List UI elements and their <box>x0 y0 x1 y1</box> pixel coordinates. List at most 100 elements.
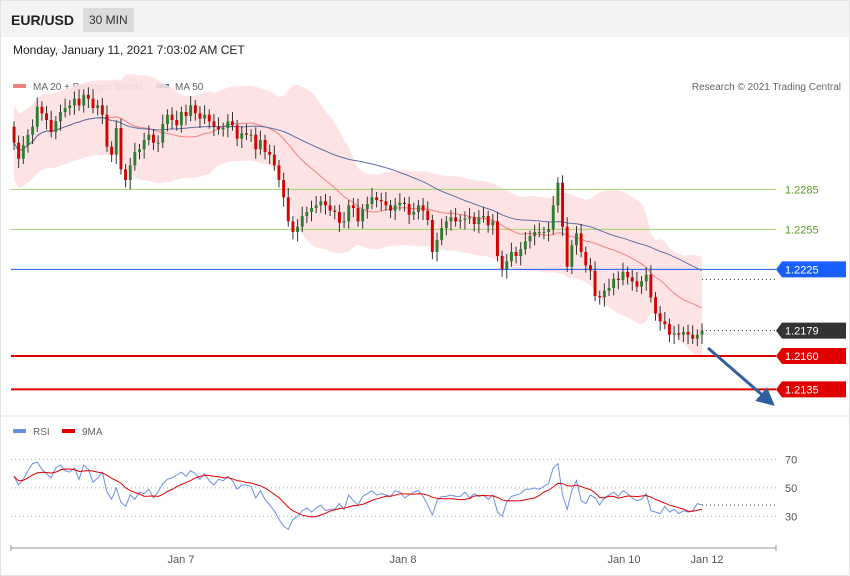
candle-body <box>342 221 346 223</box>
candle-body <box>184 112 188 116</box>
candle-body <box>375 197 379 200</box>
copyright-text: Research © 2021 Trading Central <box>692 82 841 93</box>
candle-body <box>491 221 495 226</box>
candle-body <box>584 252 588 266</box>
rsi-tick-label: 70 <box>785 454 797 466</box>
candle-body <box>207 114 211 122</box>
candle-body <box>658 313 662 322</box>
candle-body <box>533 232 537 236</box>
symbol-label: EUR/USD <box>11 12 75 28</box>
candle-body <box>268 152 272 155</box>
rsi-line <box>13 461 703 531</box>
candle-body <box>258 140 262 150</box>
candle-body <box>570 245 574 267</box>
candle-body <box>607 288 611 291</box>
level-label: 1.2225 <box>785 264 819 276</box>
candle-body <box>403 202 406 204</box>
candle-body <box>314 205 318 208</box>
candle-body <box>170 114 174 120</box>
candle-body <box>59 112 62 122</box>
candle-body <box>426 210 430 220</box>
candle-body <box>300 216 304 227</box>
candle-body <box>514 252 518 256</box>
candle-body <box>449 217 453 222</box>
level-label: 1.2179 <box>785 326 819 338</box>
level-label: 1.2160 <box>785 351 819 363</box>
candle-body <box>142 140 146 150</box>
candle-body <box>579 233 583 252</box>
candle-body <box>356 208 360 222</box>
x-tick-label: Jan 7 <box>168 554 195 566</box>
candle-body <box>138 149 141 152</box>
candle-body <box>398 202 402 206</box>
candle-body <box>128 165 132 180</box>
candle-body <box>152 134 155 143</box>
candle-body <box>458 220 462 222</box>
candle-body <box>319 201 323 206</box>
level-label: 1.2135 <box>785 384 819 396</box>
candle-body <box>686 332 690 335</box>
candle-body <box>245 133 248 135</box>
candle-body <box>35 106 39 127</box>
candle-body <box>324 201 327 206</box>
candle-body <box>63 108 67 112</box>
candle-body <box>528 236 532 242</box>
candle-body <box>82 94 86 106</box>
candle-body <box>556 182 560 206</box>
candle-body <box>644 274 648 282</box>
candle-body <box>54 121 58 132</box>
timeframe-button[interactable]: 30 MIN <box>83 8 134 32</box>
x-axis-labels: Jan 7 Jan 8 Jan 10 Jan 12 <box>168 554 724 566</box>
candle-body <box>226 121 230 128</box>
candle-body <box>203 114 207 119</box>
candle-body <box>510 252 513 262</box>
level-label: 1.2255 <box>785 224 819 236</box>
candle-body <box>468 217 471 219</box>
candle-body <box>40 106 44 114</box>
candle-body <box>700 330 704 335</box>
candle-body <box>272 154 276 166</box>
candle-body <box>454 217 458 222</box>
candle-body <box>565 226 569 267</box>
ma9-legend-swatch <box>62 429 75 433</box>
candle-body <box>430 220 434 252</box>
candle-body <box>421 205 425 211</box>
candle-body <box>677 333 681 335</box>
candle-body <box>68 105 72 108</box>
candle-body <box>640 281 643 287</box>
candle-body <box>598 296 602 298</box>
candle-body <box>379 200 383 202</box>
timestamp: Monday, January 11, 2021 7:03:02 AM CET <box>13 43 245 57</box>
candle-body <box>547 229 551 232</box>
rsi-legend-label: RSI <box>33 427 50 438</box>
candle-body <box>198 113 202 119</box>
rsi-tick-label: 30 <box>785 511 797 523</box>
candle-body <box>523 241 527 250</box>
candle-body <box>73 98 76 106</box>
candle-body <box>435 240 439 252</box>
candle-body <box>672 333 676 335</box>
candle-body <box>166 114 169 124</box>
candle-body <box>254 134 258 150</box>
header-bar: EUR/USD 30 MIN <box>1 1 849 37</box>
candle-body <box>124 169 127 180</box>
candle-body <box>114 128 118 155</box>
candle-body <box>147 134 151 140</box>
candle-body <box>277 165 281 180</box>
candle-body <box>463 218 467 220</box>
candle-body <box>231 121 234 126</box>
candle-body <box>412 212 416 215</box>
candle-body <box>407 204 411 215</box>
x-tick-label: Jan 12 <box>690 554 723 566</box>
candle-body <box>654 297 657 314</box>
candle-body <box>49 120 53 132</box>
candle-body <box>626 272 630 278</box>
candle-body <box>682 332 685 335</box>
candle-body <box>365 204 369 210</box>
candle-body <box>630 277 634 282</box>
candle-body <box>347 205 351 222</box>
candle-body <box>417 205 420 212</box>
level-label: 1.2285 <box>785 184 819 196</box>
candle-body <box>668 324 671 335</box>
